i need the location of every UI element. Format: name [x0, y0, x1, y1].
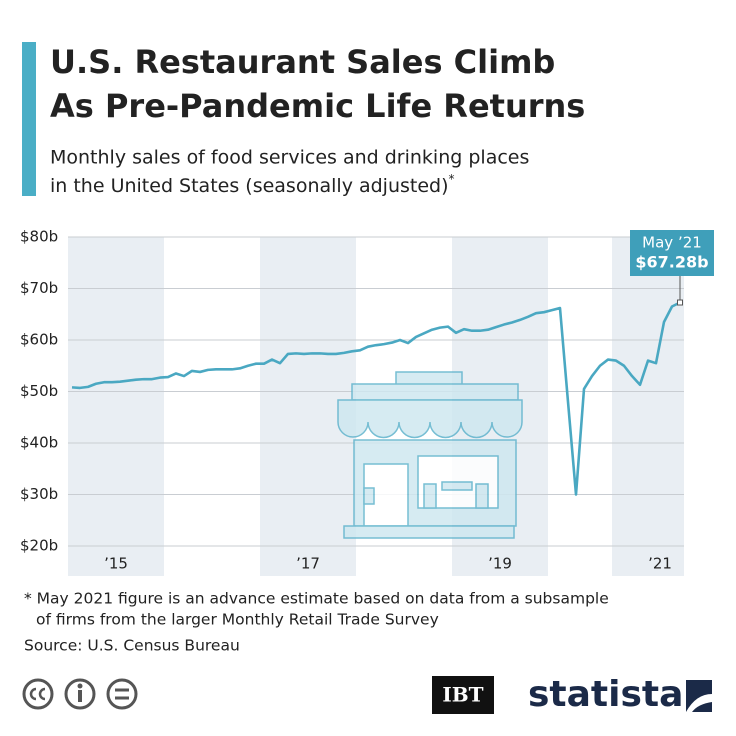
- partner-name: IBT: [442, 683, 483, 707]
- title-line: U.S. Restaurant Sales Climb: [50, 43, 555, 81]
- y-tick-label: $80b: [20, 228, 58, 246]
- year-band: [612, 237, 684, 576]
- subtitle-mark: *: [449, 172, 455, 186]
- y-tick-label: $40b: [20, 434, 58, 452]
- storefront-illustration: [337, 371, 523, 539]
- partner-logo: [432, 676, 494, 714]
- footnote: of firms from the larger Monthly Retail …: [36, 611, 439, 629]
- value-label: $67.28b: [635, 253, 708, 272]
- plot: ’15 ’17 ’19 ’21 $20b $30b $40b $50b $60b $70b $80b…: [20, 228, 714, 573]
- title-bar: [22, 42, 36, 196]
- subtitle-text: in the United States (seasonally adjuste…: [50, 175, 449, 197]
- annotation-box: [630, 230, 714, 276]
- point-marker: [677, 299, 683, 306]
- brand-logo: [686, 680, 712, 712]
- series-line: [71, 301, 681, 496]
- subtitle-line: Monthly sales of food services and drink…: [50, 147, 529, 169]
- source: Source: U.S. Census Bureau: [24, 637, 240, 655]
- footnote: * May 2021 figure is an advance estimate…: [24, 590, 609, 608]
- license-icons: [22, 678, 138, 710]
- y-tick-label: $60b: [20, 331, 58, 349]
- title-line: As Pre-Pandemic Life Returns: [50, 87, 585, 125]
- y-tick-label: $50b: [20, 382, 58, 400]
- x-tick-label: ’15: [104, 555, 128, 573]
- y-tick-label: $30b: [20, 485, 58, 503]
- annotation-date: May ’21: [642, 234, 702, 252]
- x-tick-label: ’21: [648, 555, 672, 573]
- y-tick-label: $70b: [20, 279, 58, 297]
- y-tick-label: $20b: [20, 537, 58, 555]
- x-tick-label: ’19: [488, 555, 512, 573]
- subtitle-line: in the United States (seasonally adjuste…: [50, 172, 455, 197]
- brand-name: statista: [528, 674, 683, 715]
- year-band: [68, 237, 164, 576]
- x-tick-label: ’17: [296, 555, 320, 573]
